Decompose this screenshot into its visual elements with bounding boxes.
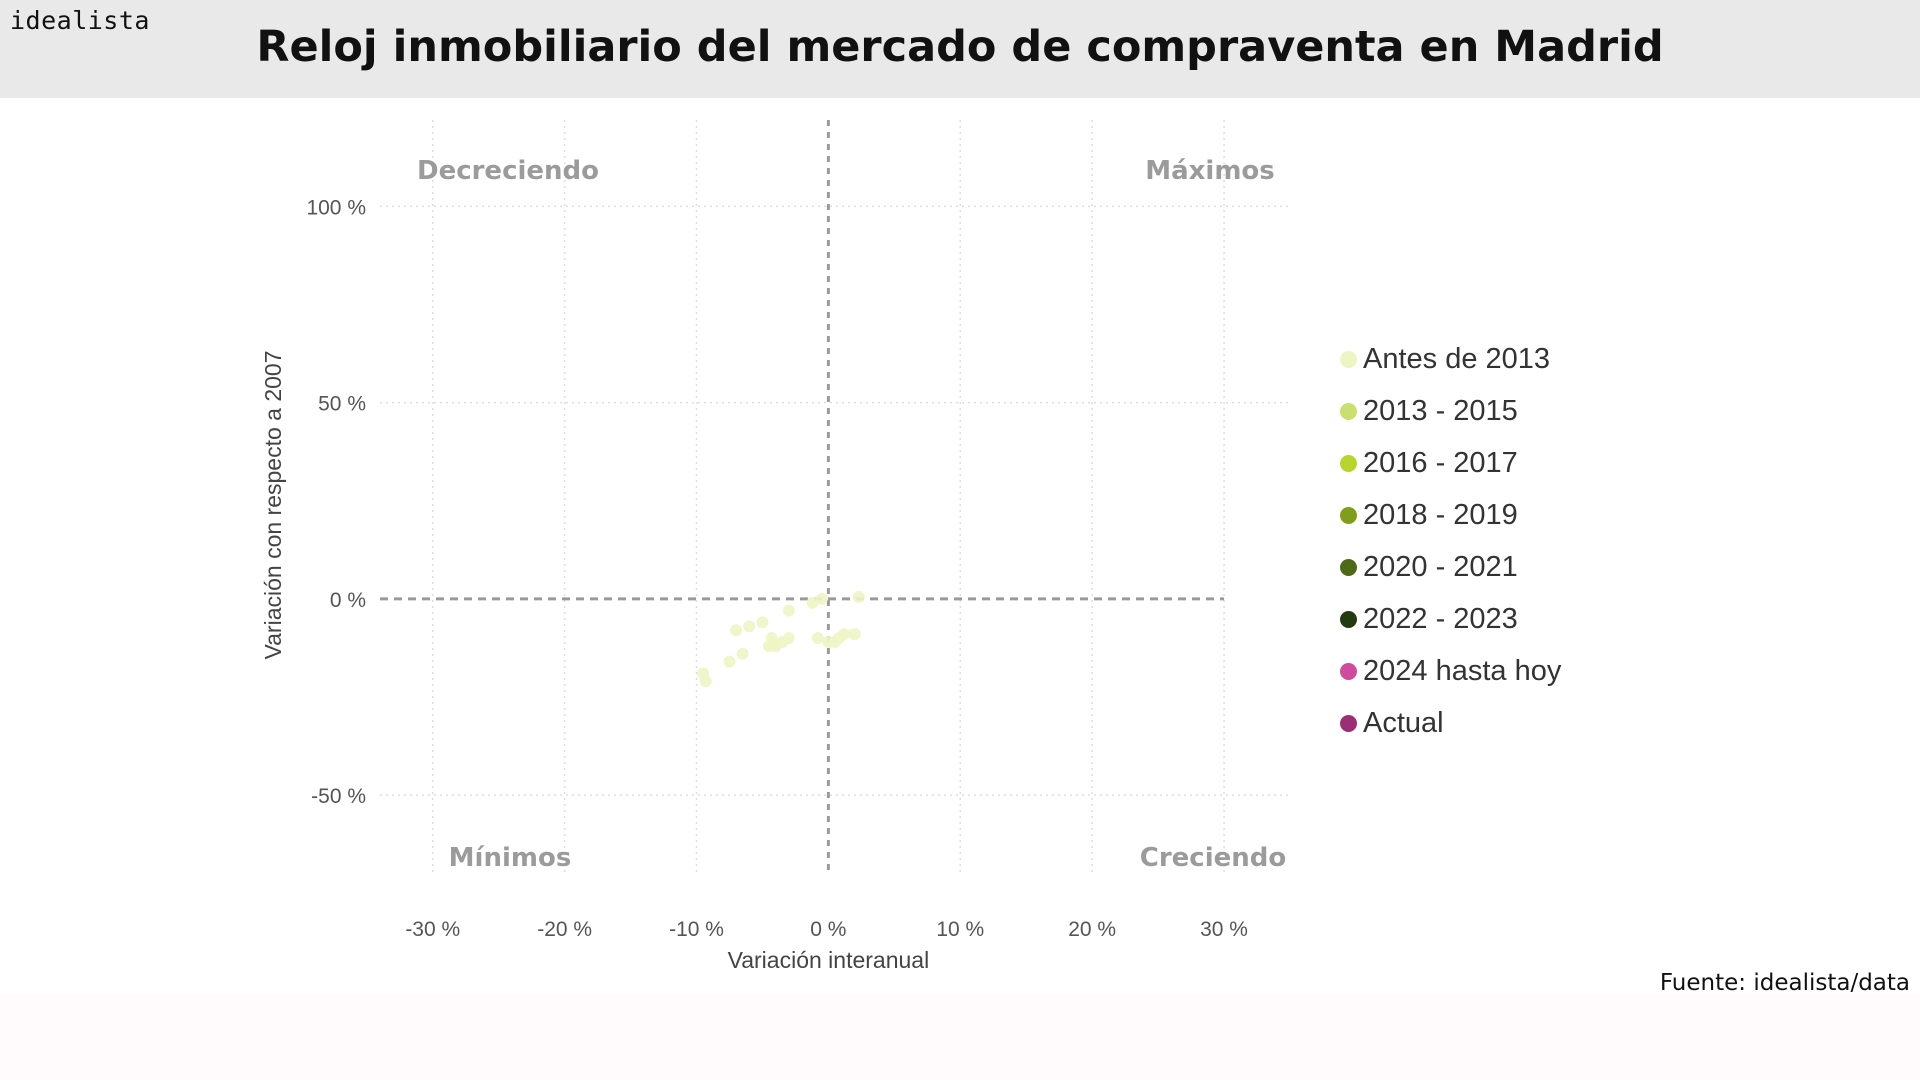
data-point	[848, 628, 861, 641]
source-note: Fuente: idealista/data	[1659, 970, 1910, 996]
y-tick-label: 0 %	[330, 589, 366, 612]
legend-label: 2016 - 2017	[1363, 446, 1518, 479]
x-tick-label: 0 %	[810, 918, 846, 941]
x-tick-label: 20 %	[1068, 918, 1116, 941]
legend-item: 2022 - 2023	[1340, 593, 1561, 645]
legend-label: 2022 - 2023	[1363, 602, 1518, 635]
data-point	[852, 590, 865, 603]
legend-swatch-icon	[1340, 402, 1357, 420]
legend-swatch-icon	[1340, 350, 1357, 368]
x-tick-label: -20 %	[537, 918, 592, 941]
legend-label: 2024 hasta hoy	[1363, 654, 1562, 687]
legend-swatch-icon	[1340, 558, 1357, 576]
x-tick-label: -10 %	[669, 918, 724, 941]
legend-item: 2018 - 2019	[1340, 489, 1561, 541]
y-tick-label: 50 %	[318, 393, 366, 416]
footer-band	[0, 995, 1920, 1080]
legend-label: 2020 - 2021	[1363, 550, 1518, 583]
header-bar: idealista Reloj inmobiliario del mercado…	[0, 0, 1920, 98]
x-axis-title: Variación interanual	[728, 947, 930, 973]
legend-swatch-icon	[1340, 662, 1357, 680]
legend-item: Antes de 2013	[1340, 333, 1561, 385]
clock-chart: Decreciendo Máximos Mínimos Creciendo 100 % 5…	[260, 120, 1290, 973]
legend-label: Actual	[1363, 706, 1444, 739]
legend-item: 2016 - 2017	[1340, 437, 1561, 489]
legend-swatch-icon	[1340, 506, 1357, 524]
quadrant-label-maximos: Máximos	[1145, 156, 1275, 186]
quadrant-label-minimos: Mínimos	[449, 843, 572, 873]
data-point	[811, 632, 824, 645]
data-point	[782, 632, 795, 645]
legend-swatch-icon	[1340, 454, 1357, 472]
legend-label: 2013 - 2015	[1363, 394, 1518, 427]
data-point	[736, 647, 749, 660]
brand-logo: idealista	[10, 6, 150, 35]
data-point	[723, 655, 736, 668]
chart-legend: Antes de 2013 2013 - 2015 2016 - 2017 2018 …	[1340, 333, 1561, 749]
legend-item: 2024 hasta hoy	[1340, 645, 1561, 697]
y-axis-title: Variación con respecto a 2007	[260, 351, 286, 660]
x-tick-label: -30 %	[405, 918, 460, 941]
data-point	[743, 620, 756, 633]
data-point	[782, 604, 795, 617]
data-point	[730, 624, 743, 637]
legend-item: Actual	[1340, 697, 1561, 749]
legend-item: 2020 - 2021	[1340, 541, 1561, 593]
y-tick-label: -50 %	[311, 785, 366, 808]
y-tick-label: 100 %	[306, 196, 366, 219]
quadrant-label-creciendo: Creciendo	[1140, 843, 1286, 873]
legend-swatch-icon	[1340, 714, 1357, 732]
page-title: Reloj inmobiliario del mercado de compra…	[256, 22, 1664, 72]
data-point	[815, 592, 828, 605]
legend-item: 2013 - 2015	[1340, 385, 1561, 437]
quadrant-label-decreciendo: Decreciendo	[417, 156, 599, 186]
legend-label: Antes de 2013	[1363, 342, 1551, 375]
data-point	[699, 675, 712, 688]
data-point	[756, 616, 769, 629]
legend-label: 2018 - 2019	[1363, 498, 1518, 531]
x-tick-label: 10 %	[936, 918, 984, 941]
x-tick-label: 30 %	[1200, 918, 1248, 941]
legend-swatch-icon	[1340, 610, 1357, 628]
data-point	[838, 628, 851, 641]
data-point	[806, 596, 819, 609]
